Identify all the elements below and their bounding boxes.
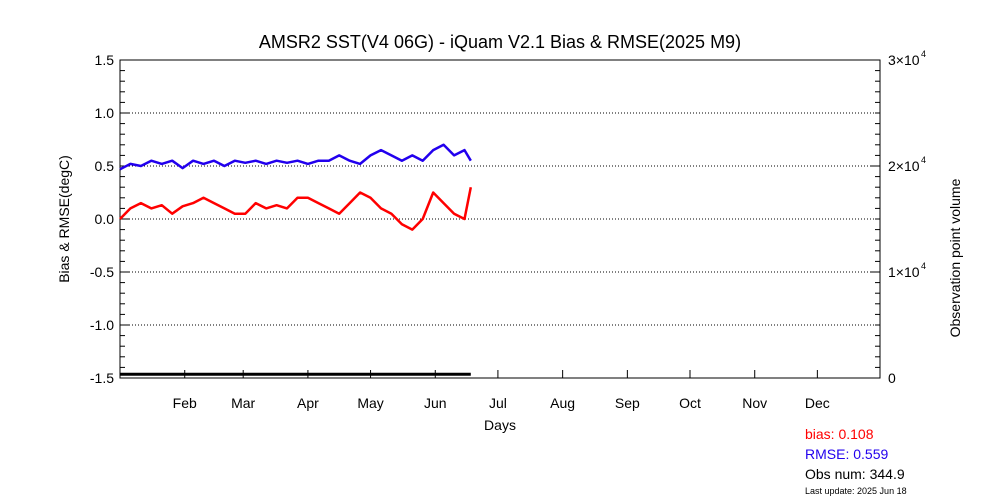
- last-update: Last update: 2025 Jun 18: [805, 486, 907, 496]
- y2-tick-exponent: 4: [921, 49, 926, 59]
- x-axis-label: Days: [484, 417, 516, 433]
- y2-axis-label: Observation point volume: [947, 178, 963, 337]
- x-tick-label: Apr: [297, 395, 319, 411]
- x-tick-label: Jun: [424, 395, 447, 411]
- right-tick-labels: 3×10 42×10 41×10 40: [888, 49, 926, 386]
- grid-lines: [120, 112, 880, 326]
- y2-tick-label: 2×10: [888, 158, 920, 174]
- y-axis-label: Bias & RMSE(degC): [56, 155, 72, 283]
- y2-tick-label: 3×10: [888, 52, 920, 68]
- x-tick-label: Feb: [173, 395, 197, 411]
- x-tick-label: Jul: [489, 395, 507, 411]
- bias-stat: bias: 0.108: [805, 426, 874, 442]
- rmse-stat: RMSE: 0.559: [805, 446, 889, 462]
- y-tick-label: -1.5: [90, 370, 114, 386]
- x-tick-label: Oct: [679, 395, 701, 411]
- y-tick-label: 1.0: [95, 105, 115, 121]
- axis-ticks: [120, 59, 880, 379]
- x-tick-label: May: [357, 395, 383, 411]
- y-tick-label: 1.5: [95, 52, 115, 68]
- x-tick-label: Dec: [805, 395, 830, 411]
- y-tick-label: -0.5: [90, 264, 114, 280]
- y2-tick-label: 0: [888, 370, 896, 386]
- y2-tick-exponent: 4: [921, 261, 926, 271]
- y-tick-label: 0.0: [95, 211, 115, 227]
- y2-tick-label: 1×10: [888, 264, 920, 280]
- y-tick-label: 0.5: [95, 158, 115, 174]
- series-line-1: [119, 143, 472, 171]
- y-tick-label: -1.0: [90, 317, 114, 333]
- series-line-0: [119, 186, 473, 231]
- x-tick-label: Sep: [615, 395, 640, 411]
- left-tick-labels: 1.5 1.0 0.5 0.0 -0.5 -1.0 -1.5: [90, 52, 114, 386]
- x-tick-labels: Feb Mar Apr May Jun Jul Aug Sep Oct Nov Dec: [173, 395, 830, 411]
- chart-title: AMSR2 SST(V4 06G) - iQuam V2.1 Bias & RM…: [259, 32, 741, 52]
- series-lines: [119, 143, 473, 376]
- x-tick-label: Aug: [550, 395, 575, 411]
- x-tick-label: Mar: [231, 395, 255, 411]
- y2-tick-exponent: 4: [921, 155, 926, 165]
- x-tick-label: Nov: [742, 395, 767, 411]
- obs-num-stat: Obs num: 344.9: [805, 466, 905, 482]
